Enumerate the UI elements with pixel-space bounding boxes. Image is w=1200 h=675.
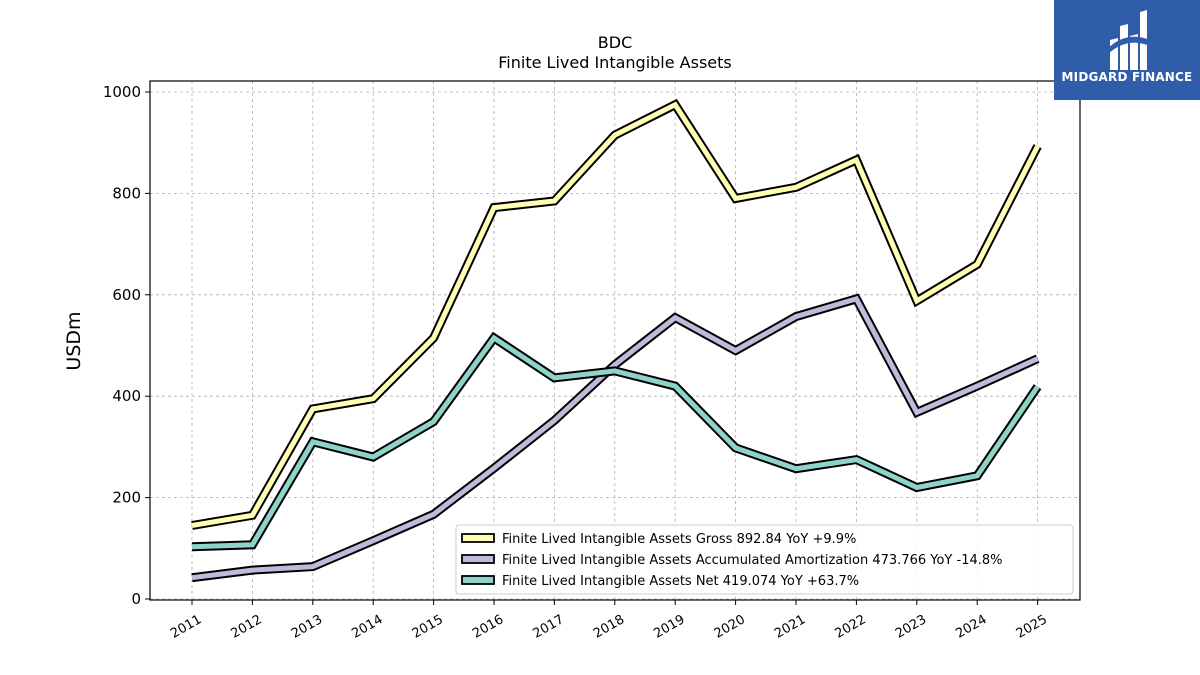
y-axis-label: USDm <box>63 311 85 370</box>
y-tick-label: 800 <box>112 184 141 202</box>
data-point <box>494 337 495 338</box>
data-point <box>796 468 797 469</box>
data-point <box>614 135 615 136</box>
data-point <box>252 515 253 516</box>
legend-swatch <box>461 575 495 585</box>
data-point <box>192 577 193 578</box>
data-point <box>312 441 313 442</box>
y-tick-label: 400 <box>112 387 141 405</box>
data-point <box>614 364 615 365</box>
data-point <box>494 468 495 469</box>
data-point <box>856 459 857 460</box>
data-point <box>977 386 978 387</box>
x-tick-label: 2018 <box>591 612 627 642</box>
data-point <box>1037 146 1038 147</box>
data-point <box>916 412 917 413</box>
data-point <box>856 159 857 160</box>
data-point <box>675 104 676 105</box>
x-axis-ticks: 2011 2012 2013 2014 2015 2016 2017 2018 2019 2020… <box>168 600 1050 642</box>
x-tick-label: 2014 <box>349 612 385 642</box>
y-axis-ticks: 0 200 400 600 800 1000 <box>103 83 150 608</box>
x-tick-label: 2025 <box>1014 612 1050 642</box>
data-point <box>192 546 193 547</box>
data-point <box>977 264 978 265</box>
data-point <box>675 317 676 318</box>
x-tick-label: 2023 <box>893 612 929 642</box>
x-tick-label: 2021 <box>772 612 808 642</box>
x-tick-label: 2020 <box>712 612 748 642</box>
data-point <box>1037 358 1038 359</box>
data-point <box>252 570 253 571</box>
data-point <box>916 300 917 301</box>
data-point <box>735 198 736 199</box>
series-line <box>191 295 1039 581</box>
data-point <box>675 386 676 387</box>
data-point <box>614 370 615 371</box>
data-point <box>916 487 917 488</box>
data-point <box>433 337 434 338</box>
y-tick-label: 1000 <box>103 83 141 101</box>
data-point <box>312 566 313 567</box>
y-tick-label: 200 <box>112 489 141 507</box>
data-point <box>373 398 374 399</box>
data-point <box>554 420 555 421</box>
data-point <box>554 377 555 378</box>
legend-swatch <box>461 533 495 543</box>
series-line <box>191 101 1040 528</box>
x-tick-label: 2019 <box>651 612 687 642</box>
legend-entry: Finite Lived Intangible Assets Gross 892… <box>502 532 856 547</box>
chart-subtitle: Finite Lived Intangible Assets <box>498 53 731 72</box>
data-point <box>192 525 193 526</box>
data-point <box>796 187 797 188</box>
midgard-finance-logo: MIDGARD FINANCE <box>1054 0 1200 100</box>
x-tick-label: 2011 <box>168 612 204 642</box>
data-point <box>735 350 736 351</box>
data-point <box>312 408 313 409</box>
x-tick-label: 2024 <box>953 612 989 642</box>
legend: Finite Lived Intangible Assets Gross 892… <box>455 524 1074 595</box>
data-point <box>856 298 857 299</box>
series-line <box>191 334 1040 550</box>
x-tick-label: 2017 <box>531 612 567 642</box>
x-tick-label: 2016 <box>470 612 506 642</box>
midgard-logo-icon <box>1106 10 1150 70</box>
grid <box>150 81 1080 600</box>
logo-text: MIDGARD FINANCE <box>1061 70 1193 84</box>
legend-entry: Finite Lived Intangible Assets Accumulat… <box>502 553 1003 568</box>
legend-swatch <box>461 554 495 564</box>
data-point <box>252 544 253 545</box>
data-point <box>554 201 555 202</box>
data-point <box>735 447 736 448</box>
data-point <box>494 207 495 208</box>
series-lines <box>191 98 1042 583</box>
data-point <box>373 540 374 541</box>
legend-entry: Finite Lived Intangible Assets Net 419.0… <box>502 574 859 589</box>
data-point <box>433 514 434 515</box>
x-tick-label: 2015 <box>410 612 446 642</box>
y-tick-label: 600 <box>112 286 141 304</box>
legend-box <box>455 524 1074 595</box>
data-point <box>373 457 374 458</box>
chart-title: BDC <box>598 33 632 52</box>
x-tick-label: 2022 <box>833 612 869 642</box>
data-point <box>977 475 978 476</box>
x-tick-label: 2012 <box>229 612 265 642</box>
data-point <box>1037 386 1038 387</box>
x-tick-label: 2013 <box>289 612 325 642</box>
y-tick-label: 0 <box>131 590 141 608</box>
data-point <box>433 421 434 422</box>
data-point <box>796 316 797 317</box>
